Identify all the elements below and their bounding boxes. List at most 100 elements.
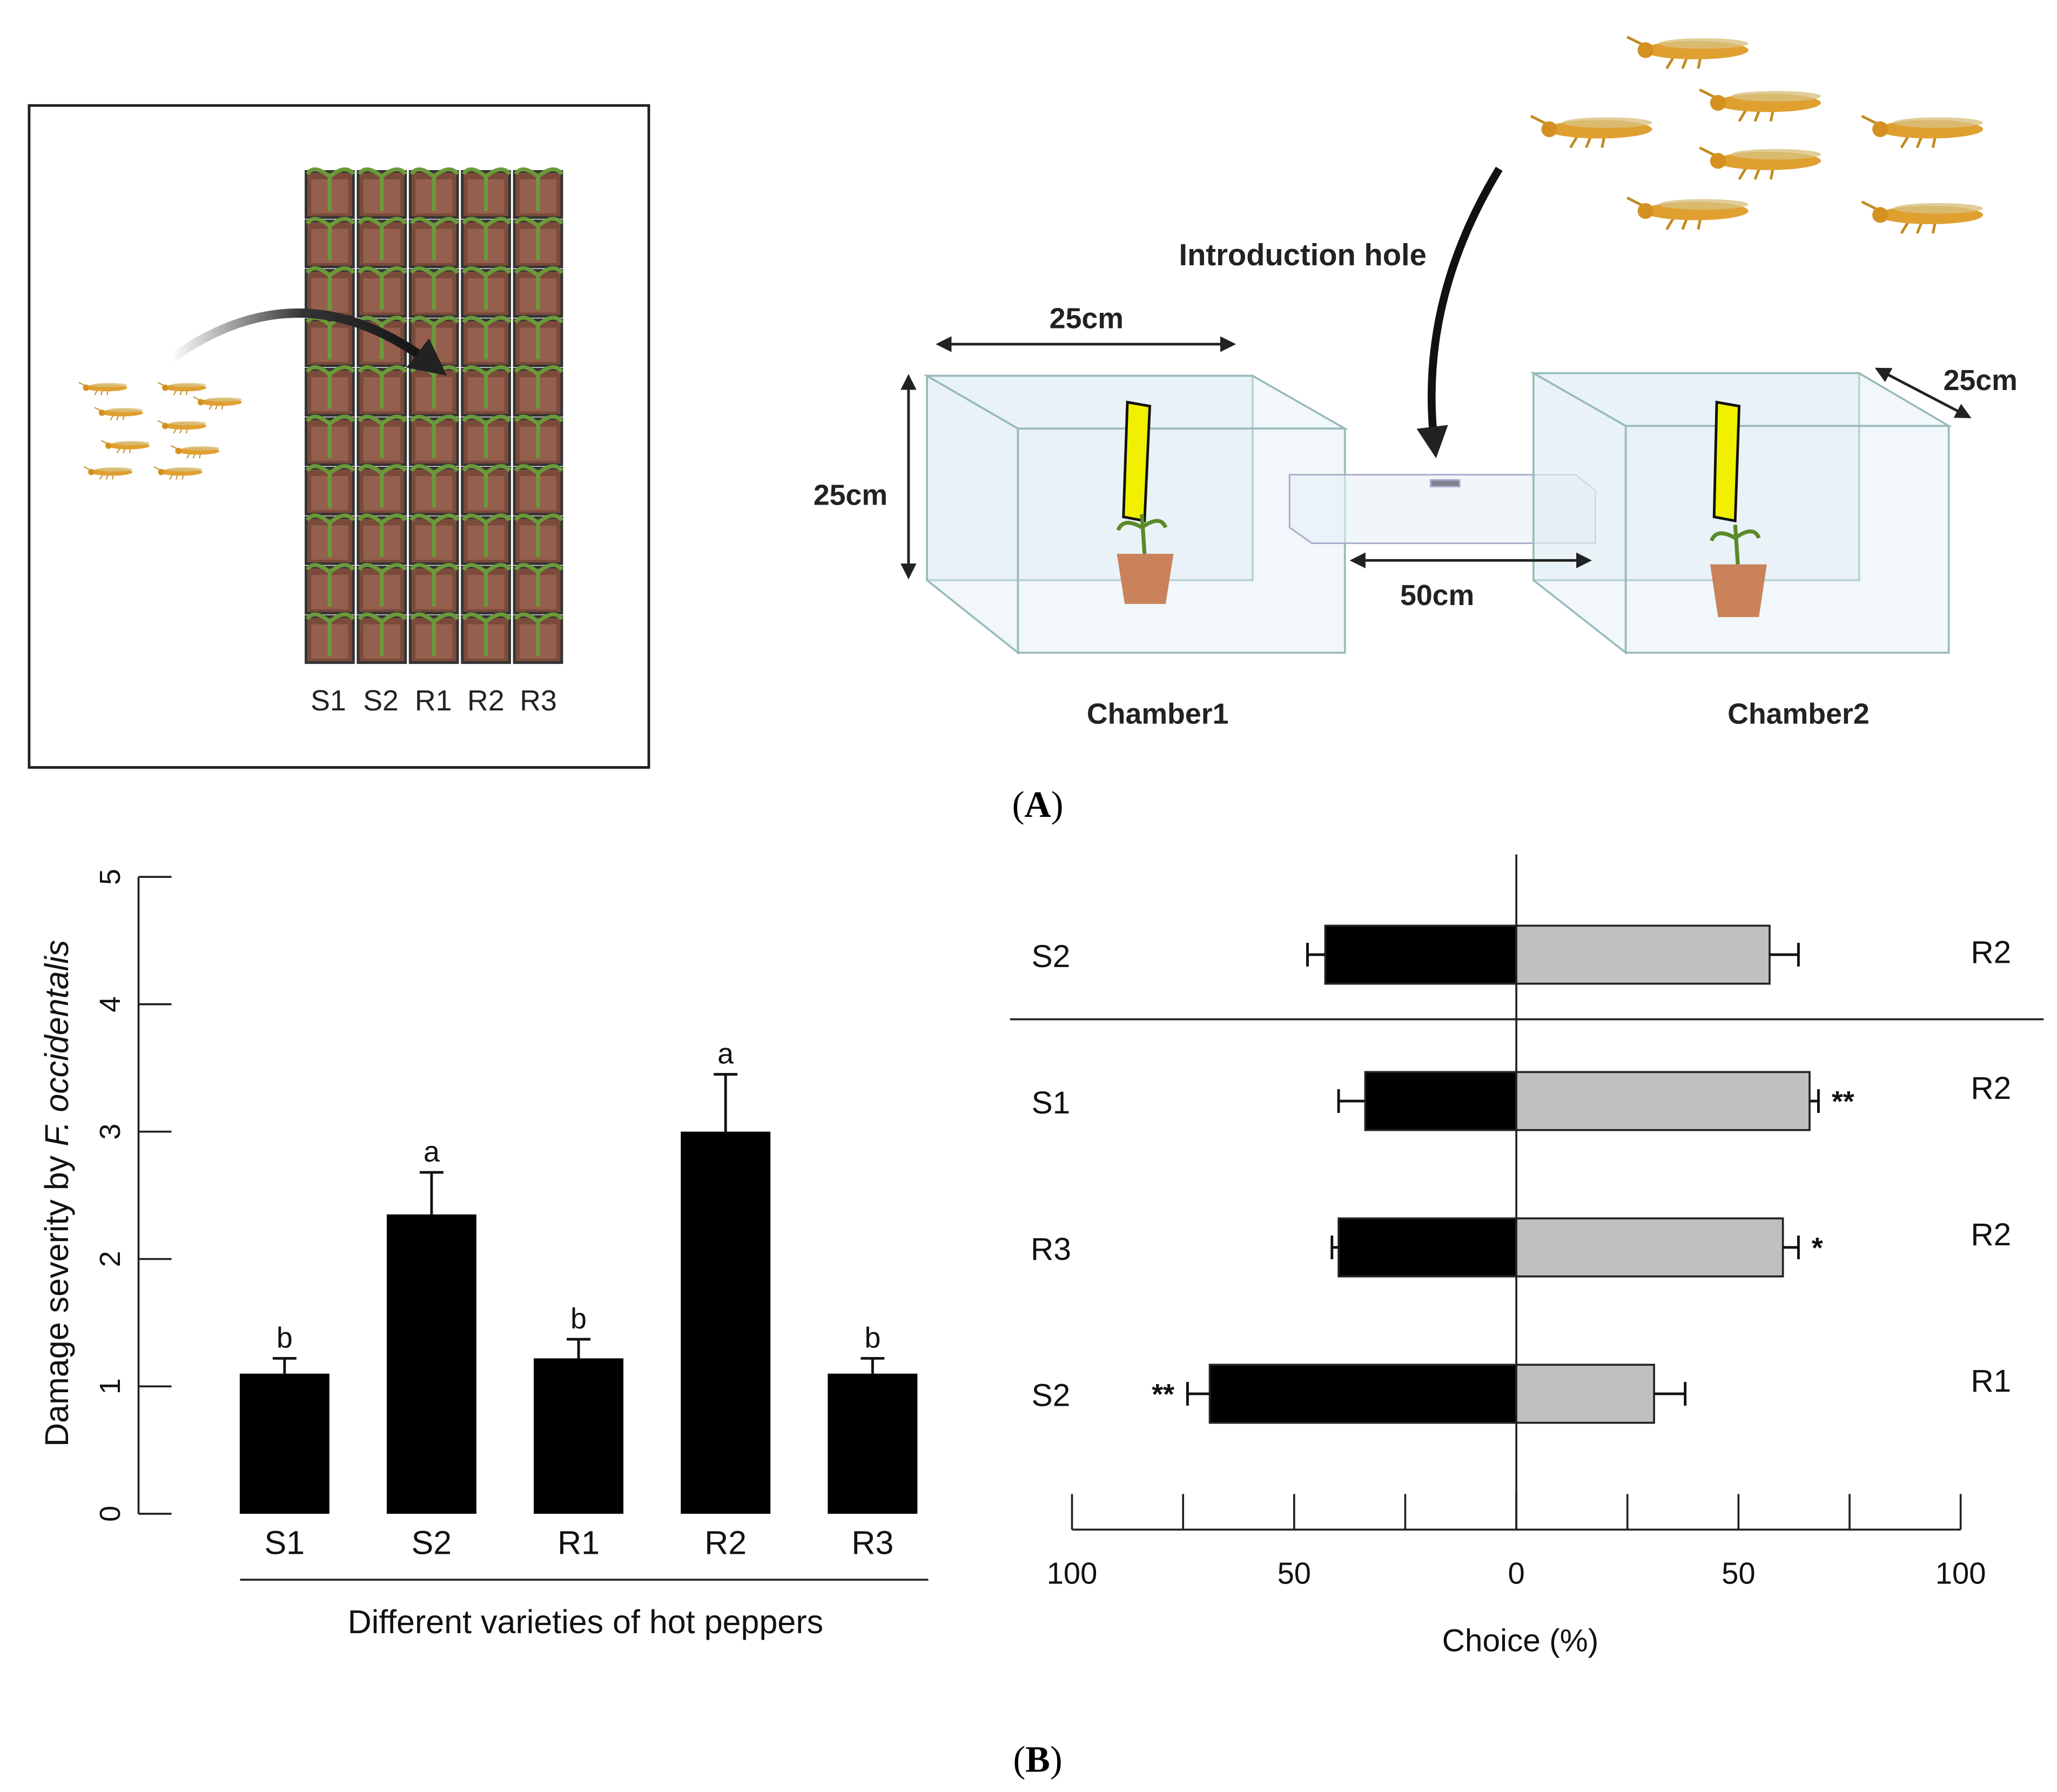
seedling-tray: [305, 167, 563, 664]
y-tick-label: 5: [94, 869, 126, 885]
paren: ): [1050, 1739, 1063, 1780]
wing: [170, 421, 206, 426]
seedling: [514, 563, 563, 607]
seedling: [305, 513, 355, 558]
seedling: [409, 612, 460, 656]
thrips: [100, 440, 150, 454]
wing: [96, 467, 133, 472]
bar: [534, 1358, 624, 1514]
tray-label: S2: [363, 684, 399, 717]
seedling: [305, 217, 355, 261]
error-bar: [419, 1171, 443, 1214]
wing: [206, 397, 242, 402]
dim-arrow: [1874, 367, 1972, 418]
seedling: [462, 513, 512, 558]
legs: [171, 445, 201, 459]
paren: (: [1013, 1739, 1026, 1780]
legs: [1626, 196, 1703, 230]
error-bar: [1337, 1089, 1366, 1113]
thrips: [157, 381, 206, 395]
tray-label: S1: [311, 684, 346, 717]
seedling: [305, 414, 355, 459]
head: [1710, 95, 1726, 111]
seedling: [305, 365, 355, 409]
letter: B: [1025, 1739, 1050, 1780]
error-bar: [1654, 1381, 1687, 1406]
y-tick-label: 4: [94, 996, 126, 1012]
chamber-label: Chamber1: [1087, 698, 1229, 730]
seedling: [305, 464, 355, 508]
wing: [1893, 203, 1984, 214]
wing: [107, 408, 143, 412]
error-bar: [1783, 1235, 1800, 1259]
row-label-right: R2: [1971, 1071, 2011, 1106]
bar: [1364, 1071, 1517, 1131]
seedling: [358, 513, 407, 558]
x-tick-label: 0: [1508, 1556, 1524, 1590]
significance-letter: b: [570, 1303, 587, 1335]
x-tick-label: R2: [704, 1525, 747, 1561]
paren: ): [1051, 784, 1064, 825]
seedling: [358, 563, 407, 607]
paren: (: [1012, 784, 1025, 825]
y-tick-label: 3: [94, 1124, 126, 1140]
bar: [1337, 1217, 1517, 1278]
seedling: [514, 612, 563, 656]
seedling: [305, 266, 355, 310]
error-bar: [272, 1357, 297, 1374]
plant-2: [1709, 400, 1767, 618]
legs: [94, 407, 125, 421]
seedling: [358, 464, 407, 508]
significance-letter: b: [277, 1321, 293, 1354]
thrips: [1699, 88, 1821, 122]
thrips: [78, 381, 127, 395]
seedling: [462, 316, 512, 360]
x-axis-label: Different varieties of hot peppers: [348, 1603, 823, 1640]
error-bar: [1306, 943, 1326, 967]
legs: [1699, 146, 1775, 180]
seedling: [409, 414, 460, 459]
head: [83, 384, 90, 391]
bar: [828, 1373, 918, 1514]
legs: [1626, 36, 1703, 70]
tray-label: R3: [520, 684, 557, 717]
dimension-label: 25cm: [814, 479, 888, 511]
thrips: [1861, 115, 1984, 149]
error-bar: [1330, 1235, 1339, 1259]
bar: [681, 1131, 771, 1514]
head: [158, 468, 165, 475]
y-axis-label: Damage severity by F. occidentalis: [38, 940, 75, 1447]
bar: [1515, 1364, 1655, 1424]
head: [197, 399, 204, 406]
wing: [1731, 91, 1821, 102]
bar: [1515, 1071, 1811, 1131]
legs: [83, 466, 115, 480]
head: [1541, 121, 1557, 137]
y-tick-label: 0: [94, 1506, 126, 1522]
seedling: [514, 365, 563, 409]
head: [98, 410, 105, 416]
wing: [113, 441, 150, 446]
x-axis-label: Choice (%): [1442, 1623, 1599, 1659]
row-label-right: R2: [1971, 935, 2011, 970]
seedling: [409, 563, 460, 607]
row-label-left: R3: [1031, 1232, 1071, 1267]
significance-letter: a: [717, 1038, 734, 1070]
head: [162, 422, 169, 429]
dimension-label: 25cm: [1050, 302, 1124, 334]
x-tick-label: R3: [851, 1525, 893, 1561]
x-tick-label: S2: [412, 1525, 452, 1561]
legs: [153, 466, 184, 480]
chamber-label: Chamber2: [1727, 698, 1870, 730]
head: [1637, 203, 1653, 219]
tray-label: R2: [467, 684, 505, 717]
label-part: Damage severity by: [38, 1146, 75, 1447]
wing: [1731, 149, 1821, 160]
thrips: [1699, 146, 1821, 180]
seedling: [514, 266, 563, 310]
bar: [1515, 924, 1771, 985]
seedling: [514, 217, 563, 261]
significance-mark: **: [1152, 1378, 1174, 1411]
label-part: F. occidentalis: [38, 940, 75, 1146]
